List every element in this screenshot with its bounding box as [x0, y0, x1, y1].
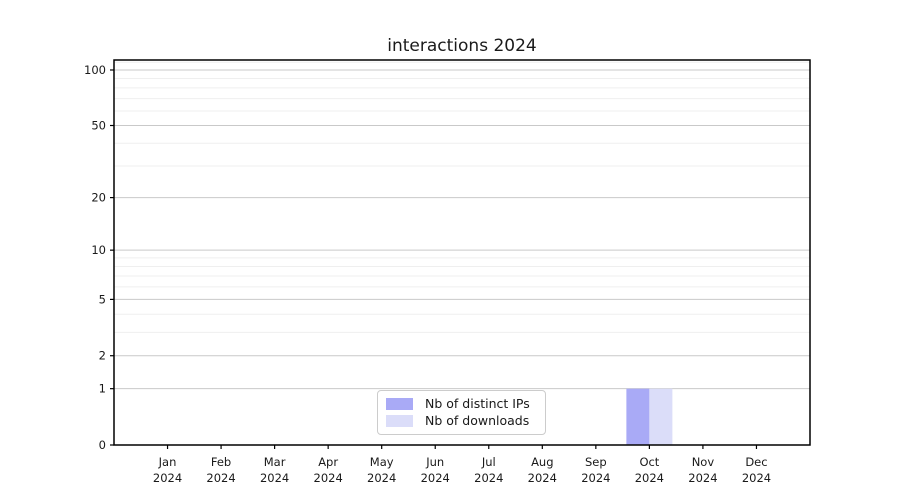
y-tick-label-10: 10 — [91, 243, 106, 257]
chart-legend: Nb of distinct IPs Nb of downloads — [377, 390, 546, 435]
x-tick-label-oct: Oct 2024 — [635, 455, 664, 485]
y-tick-label-1: 1 — [99, 382, 106, 396]
x-tick-label-apr: Apr 2024 — [314, 455, 343, 485]
legend-swatch-downloads — [386, 415, 413, 427]
legend-item-distinct-ips: Nb of distinct IPs — [386, 396, 537, 412]
y-tick-label-2: 2 — [99, 349, 106, 363]
x-tick-label-feb: Feb 2024 — [206, 455, 235, 485]
bar-nb-of-downloads-oct — [649, 388, 673, 445]
x-tick-label-aug: Aug 2024 — [528, 455, 557, 485]
legend-label-downloads: Nb of downloads — [425, 413, 530, 428]
y-tick-label-50: 50 — [91, 119, 106, 133]
x-tick-label-mar: Mar 2024 — [260, 455, 289, 485]
chart-title: interactions 2024 — [387, 36, 537, 56]
legend-item-downloads: Nb of downloads — [386, 413, 537, 429]
bar-nb-of-distinct-ips-oct — [626, 388, 650, 445]
x-tick-label-nov: Nov 2024 — [688, 455, 717, 485]
y-tick-label-20: 20 — [91, 191, 106, 205]
y-tick-label-5: 5 — [99, 292, 106, 306]
x-tick-label-jul: Jul 2024 — [474, 455, 503, 485]
legend-label-distinct-ips: Nb of distinct IPs — [425, 396, 530, 411]
x-tick-label-dec: Dec 2024 — [742, 455, 771, 485]
x-tick-label-may: May 2024 — [367, 455, 396, 485]
plot-border — [113, 59, 811, 446]
x-tick-label-jan: Jan 2024 — [153, 455, 182, 485]
legend-swatch-distinct-ips — [386, 398, 413, 410]
y-tick-label-100: 100 — [84, 63, 106, 77]
y-tick-label-0: 0 — [99, 438, 106, 452]
x-tick-label-sep: Sep 2024 — [581, 455, 610, 485]
x-tick-label-jun: Jun 2024 — [421, 455, 450, 485]
